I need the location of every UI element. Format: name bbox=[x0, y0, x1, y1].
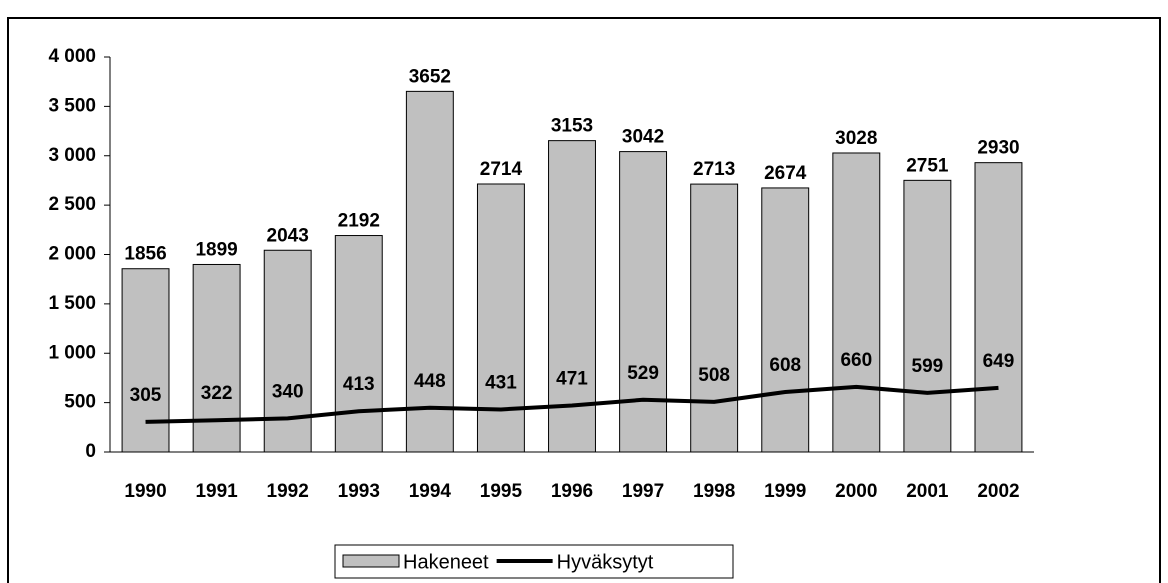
bar bbox=[121, 268, 170, 453]
line-value-label: 322 bbox=[201, 383, 233, 404]
line-value-label: 305 bbox=[130, 385, 162, 406]
bar bbox=[405, 90, 454, 453]
bar-value-label: 2043 bbox=[267, 225, 309, 246]
legend-label: Hyväksytyt bbox=[557, 551, 654, 573]
bar bbox=[619, 151, 668, 453]
line-value-label: 340 bbox=[272, 381, 304, 402]
line-value-label: 471 bbox=[556, 369, 588, 390]
bar-value-label: 2714 bbox=[480, 159, 523, 180]
bar bbox=[974, 162, 1023, 453]
bar-value-label: 2930 bbox=[977, 138, 1019, 159]
x-tick-label: 1997 bbox=[622, 481, 664, 502]
line-value-label: 529 bbox=[627, 363, 659, 384]
x-tick-label: 1995 bbox=[480, 481, 523, 502]
bar bbox=[548, 140, 596, 453]
x-tick-label: 2002 bbox=[977, 481, 1019, 502]
bar bbox=[476, 183, 525, 453]
bar-value-label: 3652 bbox=[409, 66, 451, 87]
x-tick-label: 1998 bbox=[693, 481, 735, 502]
line-value-label: 660 bbox=[840, 350, 872, 371]
bar-value-label: 3028 bbox=[835, 128, 877, 149]
bar-value-label: 2713 bbox=[693, 159, 735, 180]
line-value-label: 413 bbox=[343, 374, 375, 395]
y-tick-label: 0 bbox=[85, 441, 96, 462]
bar bbox=[903, 179, 952, 453]
line-value-label: 508 bbox=[698, 365, 730, 386]
bar-value-label: 1856 bbox=[124, 244, 166, 265]
x-tick-label: 1990 bbox=[124, 481, 166, 502]
x-tick-label: 1994 bbox=[409, 481, 452, 502]
legend-swatch bbox=[342, 554, 400, 568]
line-value-label: 608 bbox=[769, 355, 801, 376]
y-tick-label: 3 000 bbox=[48, 145, 96, 166]
x-tick-label: 1993 bbox=[338, 481, 380, 502]
bar-value-label: 3153 bbox=[551, 116, 593, 137]
bar-value-label: 2674 bbox=[764, 163, 807, 184]
x-tick-label: 2001 bbox=[906, 481, 949, 502]
legend-label: Hakeneet bbox=[403, 551, 489, 573]
y-tick-label: 1 500 bbox=[48, 293, 96, 314]
x-tick-label: 1992 bbox=[267, 481, 309, 502]
bar bbox=[192, 263, 241, 453]
line-value-label: 599 bbox=[912, 356, 944, 377]
y-tick-label: 2 000 bbox=[48, 244, 96, 265]
y-tick-label: 1 000 bbox=[48, 342, 96, 363]
line-value-label: 431 bbox=[485, 372, 517, 393]
bar bbox=[761, 187, 810, 453]
line-value-label: 448 bbox=[414, 371, 446, 392]
line-value-label: 649 bbox=[983, 351, 1015, 372]
bar bbox=[832, 152, 881, 453]
bar-value-label: 2751 bbox=[906, 155, 949, 176]
y-tick-label: 500 bbox=[64, 392, 96, 413]
x-tick-label: 1996 bbox=[551, 481, 593, 502]
bar-value-label: 3042 bbox=[622, 127, 664, 148]
bar-value-label: 1899 bbox=[195, 239, 237, 260]
x-tick-label: 1999 bbox=[764, 481, 806, 502]
y-tick-label: 4 000 bbox=[48, 46, 96, 67]
bar bbox=[263, 249, 312, 453]
y-tick-label: 3 500 bbox=[48, 95, 96, 116]
x-tick-label: 1991 bbox=[195, 481, 238, 502]
bar-value-label: 2192 bbox=[338, 211, 380, 232]
x-tick-label: 2000 bbox=[835, 481, 877, 502]
y-tick-label: 2 500 bbox=[48, 194, 96, 215]
line bbox=[145, 384, 999, 424]
bar bbox=[334, 235, 383, 453]
bar bbox=[690, 183, 739, 453]
